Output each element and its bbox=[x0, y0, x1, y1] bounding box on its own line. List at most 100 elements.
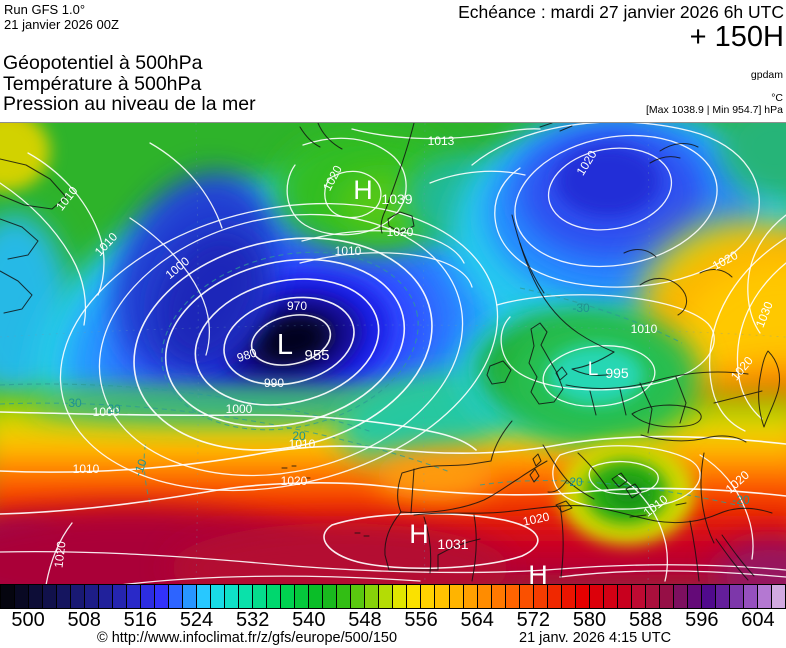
colorbar-block bbox=[393, 585, 408, 608]
colorbar-block bbox=[183, 585, 198, 608]
isobar-contours bbox=[0, 123, 786, 585]
param-geopotential: Géopotentiel à 500hPa bbox=[3, 52, 203, 74]
map-label: 970 bbox=[287, 299, 307, 313]
colorbar-blocks bbox=[0, 584, 786, 609]
colorbar-block bbox=[757, 585, 772, 608]
colorbar-block bbox=[575, 585, 590, 608]
pressure-extremes-label: [Max 1038.9 | Min 954.7] hPa bbox=[646, 104, 783, 116]
colorbar-tick-label: 564 bbox=[460, 609, 494, 631]
run-model: Run GFS 1.0° bbox=[4, 2, 86, 17]
generation-datetime: 21 janv. 2026 4:15 UTC bbox=[519, 630, 672, 646]
map-label: 995 bbox=[605, 365, 629, 381]
colorbar-ticks: 500 508 516 524 532 540 548 556 564 572 580 588 596 6… bbox=[0, 609, 786, 631]
map-label: 30 bbox=[68, 396, 82, 410]
map-label: 1010 bbox=[73, 462, 100, 476]
copyright-url: © http://www.infoclimat.fr/z/gfs/europe/… bbox=[97, 630, 398, 646]
colorbar-block bbox=[407, 585, 422, 608]
colorbar-tick-label: 596 bbox=[685, 609, 719, 631]
colorbar-block bbox=[701, 585, 716, 608]
colorbar-block bbox=[449, 585, 464, 608]
colorbar-block bbox=[57, 585, 72, 608]
colorbar-tick-label: 556 bbox=[404, 609, 438, 631]
footer-bar: © http://www.infoclimat.fr/z/gfs/europe/… bbox=[0, 630, 786, 648]
unit-geopotential: gpdam bbox=[750, 69, 783, 81]
colorbar-block bbox=[267, 585, 282, 608]
colorbar-tick-label: 580 bbox=[572, 609, 607, 631]
colorbar-block bbox=[141, 585, 156, 608]
colorbar-block bbox=[351, 585, 366, 608]
map-label: H bbox=[409, 519, 429, 549]
colorbar-block bbox=[603, 585, 618, 608]
map-label: 1020 bbox=[522, 509, 551, 528]
graticule bbox=[0, 123, 786, 585]
map-label: 1000 bbox=[93, 405, 120, 419]
unit-temperature: °C bbox=[771, 92, 783, 104]
map-label: 20 bbox=[292, 429, 306, 443]
param-mslp: Pression au niveau de la mer bbox=[3, 93, 256, 115]
colorbar-block bbox=[491, 585, 506, 608]
run-date: 21 janvier 2026 00Z bbox=[4, 17, 119, 32]
colorbar-tick-label: 604 bbox=[741, 609, 775, 631]
parameter-list: Géopotentiel à 500hPa Température à 500h… bbox=[3, 53, 256, 115]
colorbar-block bbox=[505, 585, 520, 608]
colorbar-block bbox=[729, 585, 744, 608]
colorbar-block bbox=[463, 585, 478, 608]
colorbar-block bbox=[253, 585, 268, 608]
colorbar-block bbox=[561, 585, 576, 608]
map-label: 1039 bbox=[381, 191, 412, 207]
colorbar-block bbox=[127, 585, 142, 608]
map-label: L bbox=[277, 329, 293, 361]
map-label: 1000 bbox=[226, 402, 253, 416]
colorbar-block bbox=[743, 585, 758, 608]
colorbar-block bbox=[309, 585, 324, 608]
colorbar-tick-label: 548 bbox=[348, 609, 382, 631]
colorbar-block bbox=[15, 585, 30, 608]
colorbar-block bbox=[155, 585, 170, 608]
colorbar-block bbox=[29, 585, 44, 608]
colorbar-block bbox=[687, 585, 702, 608]
colorbar-tick-label: 508 bbox=[67, 609, 101, 631]
colorbar-block bbox=[547, 585, 562, 608]
colorbar-block bbox=[225, 585, 240, 608]
map-label: -20 bbox=[565, 475, 583, 489]
colorbar-block bbox=[71, 585, 86, 608]
colorbar-block bbox=[421, 585, 436, 608]
map-label: 1010 bbox=[289, 437, 316, 451]
map-label: 990 bbox=[264, 376, 284, 390]
colorbar-block bbox=[715, 585, 730, 608]
map-label: 1020 bbox=[51, 540, 68, 569]
colorbar-block bbox=[477, 585, 492, 608]
colorbar-block bbox=[645, 585, 660, 608]
colorbar-block bbox=[659, 585, 674, 608]
map-label: 1020 bbox=[281, 474, 308, 488]
map-label: 1010 bbox=[335, 244, 362, 258]
colorbar-block bbox=[533, 585, 548, 608]
colorbar-block bbox=[323, 585, 338, 608]
colorbar-block bbox=[169, 585, 184, 608]
colorbar-block bbox=[673, 585, 688, 608]
map-label: H bbox=[353, 175, 373, 205]
model-run-info: Run GFS 1.0° 21 janvier 2026 00Z bbox=[4, 2, 119, 32]
colorbar-block bbox=[239, 585, 254, 608]
colorbar-block bbox=[617, 585, 632, 608]
weather-map-svg: 1013 1020 1020 1010 1010 1010 1000 1020 1020 970 9… bbox=[0, 123, 786, 585]
colorbar-block bbox=[519, 585, 534, 608]
colorbar-block bbox=[281, 585, 296, 608]
colorbar-block bbox=[43, 585, 58, 608]
map-label: H bbox=[528, 560, 548, 585]
colorbar-block bbox=[85, 585, 100, 608]
param-temperature: Température à 500hPa bbox=[3, 72, 202, 95]
colorbar-block bbox=[589, 585, 604, 608]
map-label: 1010 bbox=[631, 322, 658, 336]
colorbar-tick-label: 500 bbox=[11, 609, 45, 631]
map-label: 1020 bbox=[387, 225, 414, 239]
weather-map: 1013 1020 1020 1010 1010 1010 1000 1020 1020 970 9… bbox=[0, 122, 786, 585]
colorbar-tick-label: 572 bbox=[516, 609, 551, 631]
map-label: -30 bbox=[572, 301, 590, 315]
colorbar-tick-label: 524 bbox=[179, 609, 214, 631]
colorbar-tick-label: 532 bbox=[235, 609, 270, 631]
colorbar-block bbox=[631, 585, 646, 608]
colorbar-block bbox=[771, 585, 786, 608]
map-label: 955 bbox=[304, 347, 329, 364]
